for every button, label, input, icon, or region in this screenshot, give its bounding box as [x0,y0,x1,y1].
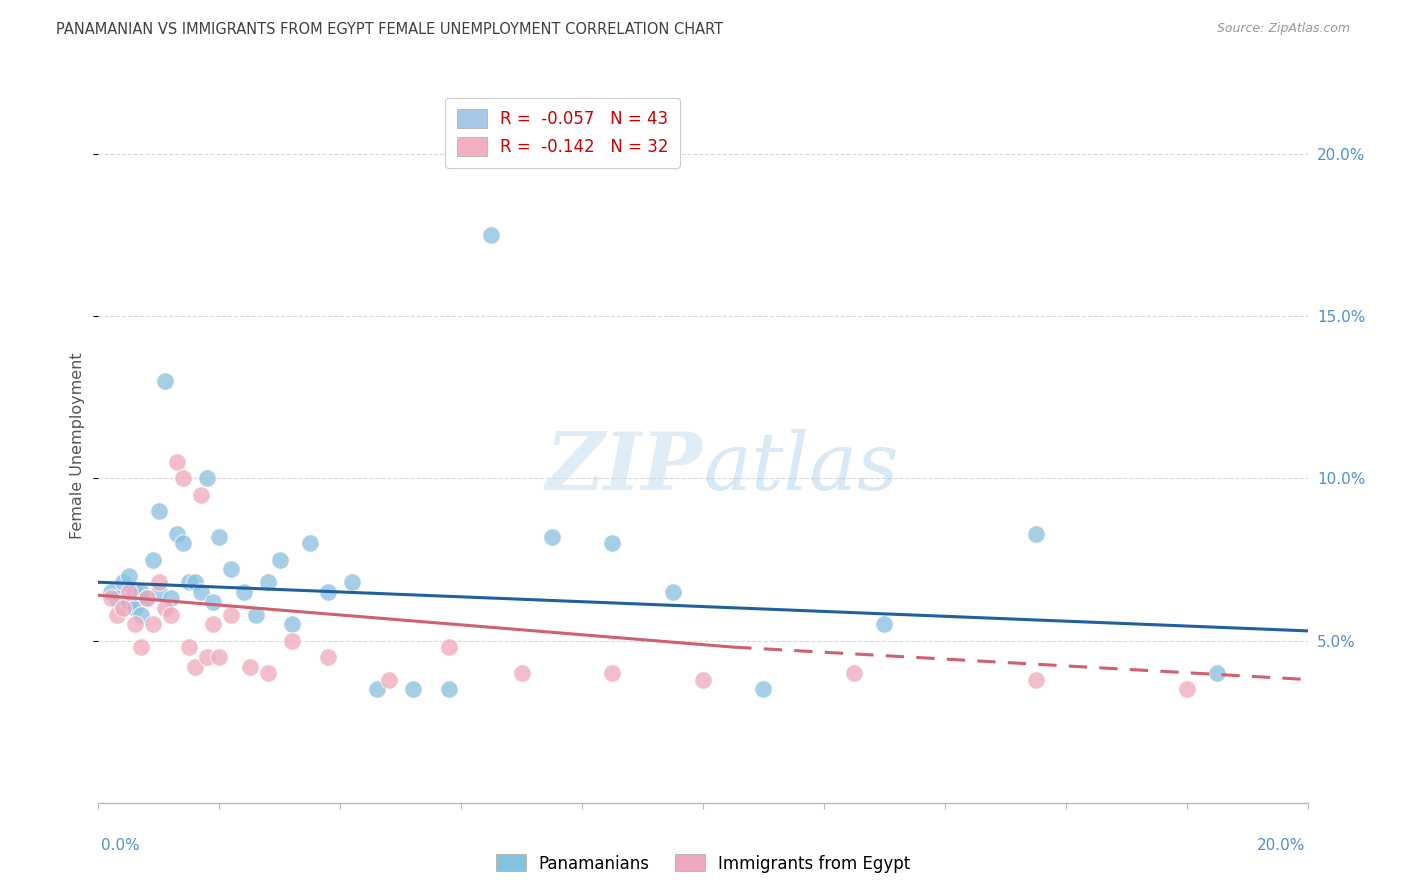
Text: 20.0%: 20.0% [1257,838,1305,853]
Text: Source: ZipAtlas.com: Source: ZipAtlas.com [1216,22,1350,36]
Point [752,682,775,697]
Point [202,595,225,609]
Text: atlas: atlas [703,429,898,506]
Point [316,649,339,664]
Point [342,575,364,590]
Point [540,530,562,544]
Point [129,607,152,622]
Point [135,591,157,606]
Point [873,617,896,632]
Point [172,471,194,485]
Point [124,585,146,599]
Legend: R =  -0.057   N = 43, R =  -0.142   N = 32: R = -0.057 N = 43, R = -0.142 N = 32 [446,97,681,168]
Point [1206,666,1229,681]
Point [129,585,152,599]
Point [602,536,624,550]
Point [160,607,183,622]
Point [118,585,141,599]
Text: 0.0%: 0.0% [101,838,141,853]
Point [190,585,212,599]
Point [208,530,231,544]
Point [221,607,243,622]
Point [195,471,218,485]
Point [208,649,231,664]
Point [239,659,262,673]
Point [179,575,201,590]
Point [172,536,194,550]
Point [148,575,170,590]
Point [190,488,212,502]
Point [402,682,425,697]
Point [1024,673,1046,687]
Point [202,617,225,632]
Point [437,682,460,697]
Point [166,455,188,469]
Point [142,552,165,566]
Point [299,536,322,550]
Point [844,666,866,681]
Point [245,607,267,622]
Point [256,666,278,681]
Point [179,640,201,654]
Point [160,591,183,606]
Point [281,633,304,648]
Point [366,682,388,697]
Point [166,526,188,541]
Point [142,617,165,632]
Point [148,504,170,518]
Point [135,591,157,606]
Point [269,552,291,566]
Text: ZIP: ZIP [546,429,703,506]
Point [232,585,254,599]
Point [662,585,685,599]
Legend: Panamanians, Immigrants from Egypt: Panamanians, Immigrants from Egypt [489,847,917,880]
Point [184,575,207,590]
Point [184,659,207,673]
Point [111,601,134,615]
Point [100,585,122,599]
Point [437,640,460,654]
Point [118,595,141,609]
Point [281,617,304,632]
Point [377,673,399,687]
Point [105,591,128,606]
Point [481,228,503,243]
Point [510,666,533,681]
Point [100,591,122,606]
Point [602,666,624,681]
Point [1175,682,1198,697]
Point [316,585,339,599]
Point [256,575,278,590]
Point [124,601,146,615]
Point [153,601,176,615]
Point [148,585,170,599]
Point [692,673,714,687]
Point [105,607,128,622]
Y-axis label: Female Unemployment: Female Unemployment [70,352,86,540]
Point [129,640,152,654]
Point [221,562,243,576]
Text: PANAMANIAN VS IMMIGRANTS FROM EGYPT FEMALE UNEMPLOYMENT CORRELATION CHART: PANAMANIAN VS IMMIGRANTS FROM EGYPT FEMA… [56,22,723,37]
Point [1024,526,1046,541]
Point [195,649,218,664]
Point [153,374,176,388]
Point [118,568,141,582]
Point [124,617,146,632]
Point [111,575,134,590]
